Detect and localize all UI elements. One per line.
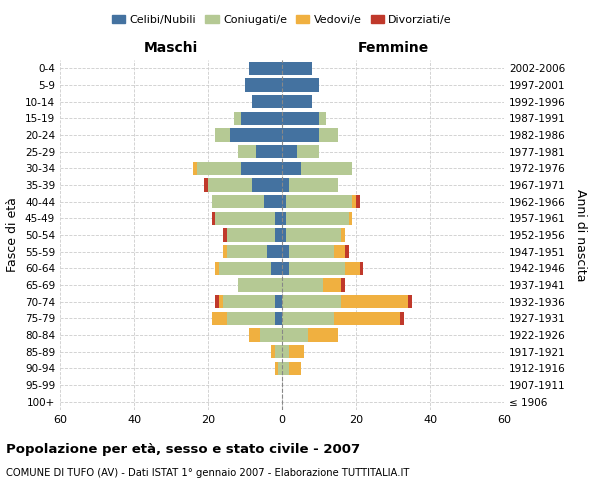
Bar — [215, 262, 219, 275]
Bar — [289, 362, 301, 375]
Bar — [345, 245, 349, 258]
Bar — [289, 345, 304, 358]
Bar — [219, 295, 223, 308]
Text: Maschi: Maschi — [144, 41, 198, 55]
Bar — [223, 245, 227, 258]
Bar — [275, 345, 282, 358]
Bar — [238, 278, 282, 291]
Bar — [282, 62, 311, 75]
Bar — [356, 195, 360, 208]
Bar — [197, 162, 241, 175]
Bar — [400, 312, 404, 325]
Bar — [275, 362, 278, 375]
Bar — [286, 228, 341, 241]
Bar — [215, 295, 219, 308]
Bar — [249, 62, 282, 75]
Bar — [230, 128, 282, 141]
Y-axis label: Fasce di età: Fasce di età — [7, 198, 19, 272]
Bar — [227, 312, 275, 325]
Bar — [275, 312, 282, 325]
Bar — [408, 295, 412, 308]
Bar — [223, 228, 227, 241]
Text: COMUNE DI TUFO (AV) - Dati ISTAT 1° gennaio 2007 - Elaborazione TUTTITALIA.IT: COMUNE DI TUFO (AV) - Dati ISTAT 1° genn… — [6, 468, 409, 477]
Bar — [341, 278, 345, 291]
Bar — [275, 228, 282, 241]
Bar — [319, 112, 326, 125]
Bar — [349, 212, 352, 225]
Bar — [227, 245, 267, 258]
Bar — [345, 262, 360, 275]
Bar — [282, 112, 319, 125]
Bar — [271, 262, 282, 275]
Bar — [256, 145, 282, 158]
Bar — [241, 162, 282, 175]
Bar — [286, 212, 349, 225]
Bar — [282, 328, 308, 342]
Bar — [282, 312, 334, 325]
Y-axis label: Anni di nascita: Anni di nascita — [574, 188, 587, 281]
Bar — [282, 145, 297, 158]
Bar — [271, 345, 275, 358]
Bar — [289, 245, 334, 258]
Bar — [319, 128, 337, 141]
Bar — [245, 78, 282, 92]
Bar — [223, 295, 275, 308]
Bar — [253, 178, 282, 192]
Bar — [263, 195, 282, 208]
Bar — [334, 312, 400, 325]
Bar — [308, 328, 337, 342]
Bar — [286, 195, 352, 208]
Bar — [260, 328, 282, 342]
Bar — [341, 295, 408, 308]
Bar — [282, 212, 286, 225]
Bar — [212, 312, 227, 325]
Bar — [267, 245, 282, 258]
Bar — [215, 128, 230, 141]
Bar — [215, 212, 275, 225]
Bar — [227, 228, 275, 241]
Bar — [282, 345, 289, 358]
Bar — [212, 195, 263, 208]
Bar — [341, 228, 345, 241]
Bar — [334, 245, 345, 258]
Bar — [282, 195, 286, 208]
Bar — [282, 78, 319, 92]
Bar — [301, 162, 352, 175]
Bar — [323, 278, 341, 291]
Bar — [193, 162, 197, 175]
Bar — [282, 178, 289, 192]
Bar — [253, 95, 282, 108]
Bar — [219, 262, 271, 275]
Bar — [234, 112, 241, 125]
Bar — [282, 278, 323, 291]
Bar — [275, 212, 282, 225]
Bar — [212, 212, 215, 225]
Bar — [238, 145, 256, 158]
Bar — [282, 128, 319, 141]
Bar — [282, 362, 289, 375]
Bar — [204, 178, 208, 192]
Bar — [352, 195, 356, 208]
Bar — [275, 295, 282, 308]
Text: Popolazione per età, sesso e stato civile - 2007: Popolazione per età, sesso e stato civil… — [6, 442, 360, 456]
Bar — [282, 245, 289, 258]
Bar — [282, 228, 286, 241]
Bar — [278, 362, 282, 375]
Text: Femmine: Femmine — [358, 41, 428, 55]
Bar — [289, 262, 345, 275]
Bar — [249, 328, 260, 342]
Bar — [282, 162, 301, 175]
Bar — [241, 112, 282, 125]
Bar — [208, 178, 253, 192]
Bar — [282, 262, 289, 275]
Bar — [297, 145, 319, 158]
Bar — [289, 178, 337, 192]
Bar — [282, 295, 341, 308]
Legend: Celibi/Nubili, Coniugati/e, Vedovi/e, Divorziati/e: Celibi/Nubili, Coniugati/e, Vedovi/e, Di… — [107, 10, 457, 29]
Bar — [282, 95, 311, 108]
Bar — [360, 262, 364, 275]
